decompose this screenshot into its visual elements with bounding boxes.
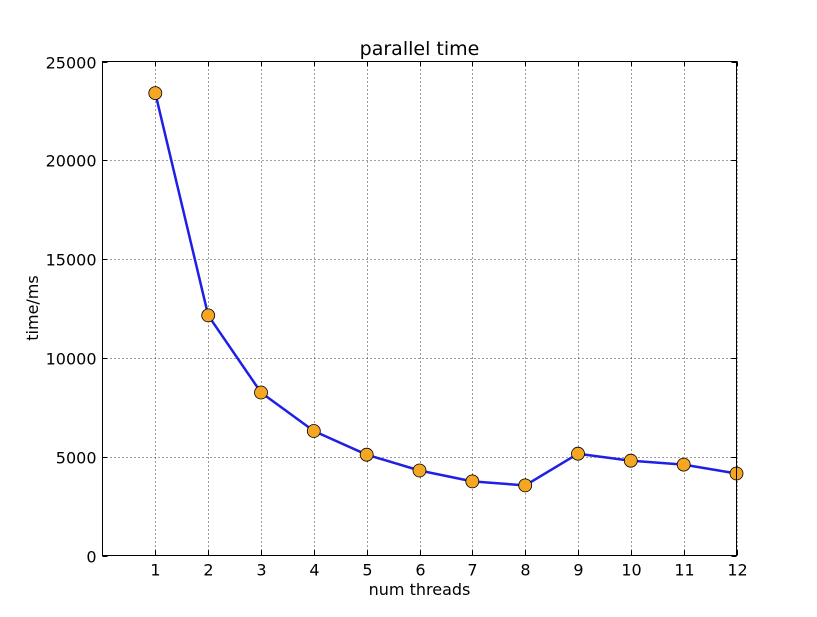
data-point (465, 474, 480, 489)
data-point (676, 457, 691, 472)
chart-title: parallel time (360, 38, 480, 60)
data-point (359, 447, 374, 462)
y-tick-label: 20000 (46, 152, 97, 171)
grid-lines (102, 61, 738, 556)
data-point (412, 463, 427, 478)
x-tick-label: 9 (573, 561, 583, 580)
series-line (154, 92, 737, 487)
x-tick-label: 3 (256, 561, 266, 580)
data-point (623, 453, 638, 468)
data-point (518, 478, 533, 493)
data-point (148, 86, 163, 100)
x-tick-label: 8 (520, 561, 530, 580)
x-tick-label: 4 (309, 561, 319, 580)
x-tick-label: 12 (727, 561, 747, 580)
x-tick-label: 5 (362, 561, 372, 580)
y-tick-label: 5000 (56, 449, 97, 468)
series-layer (148, 86, 744, 493)
x-tick-label: 1 (150, 561, 160, 580)
data-point (254, 385, 268, 400)
data-point (571, 446, 585, 461)
plot-frame (102, 61, 737, 556)
data-point (201, 308, 216, 323)
y-tick-label: 10000 (46, 350, 97, 369)
y-tick-label: 0 (86, 548, 96, 567)
y-tick-label: 15000 (46, 251, 97, 270)
data-point (306, 424, 321, 438)
x-tick-label: 2 (203, 561, 213, 580)
x-axis-label: num threads (369, 580, 471, 599)
x-tick-label: 11 (674, 561, 694, 580)
x-tick-label: 7 (467, 561, 477, 580)
x-tick-label: 10 (621, 561, 641, 580)
y-tick-label: 25000 (46, 54, 97, 73)
x-tick-label: 6 (415, 561, 425, 580)
y-axis-label: time/ms (23, 275, 42, 340)
